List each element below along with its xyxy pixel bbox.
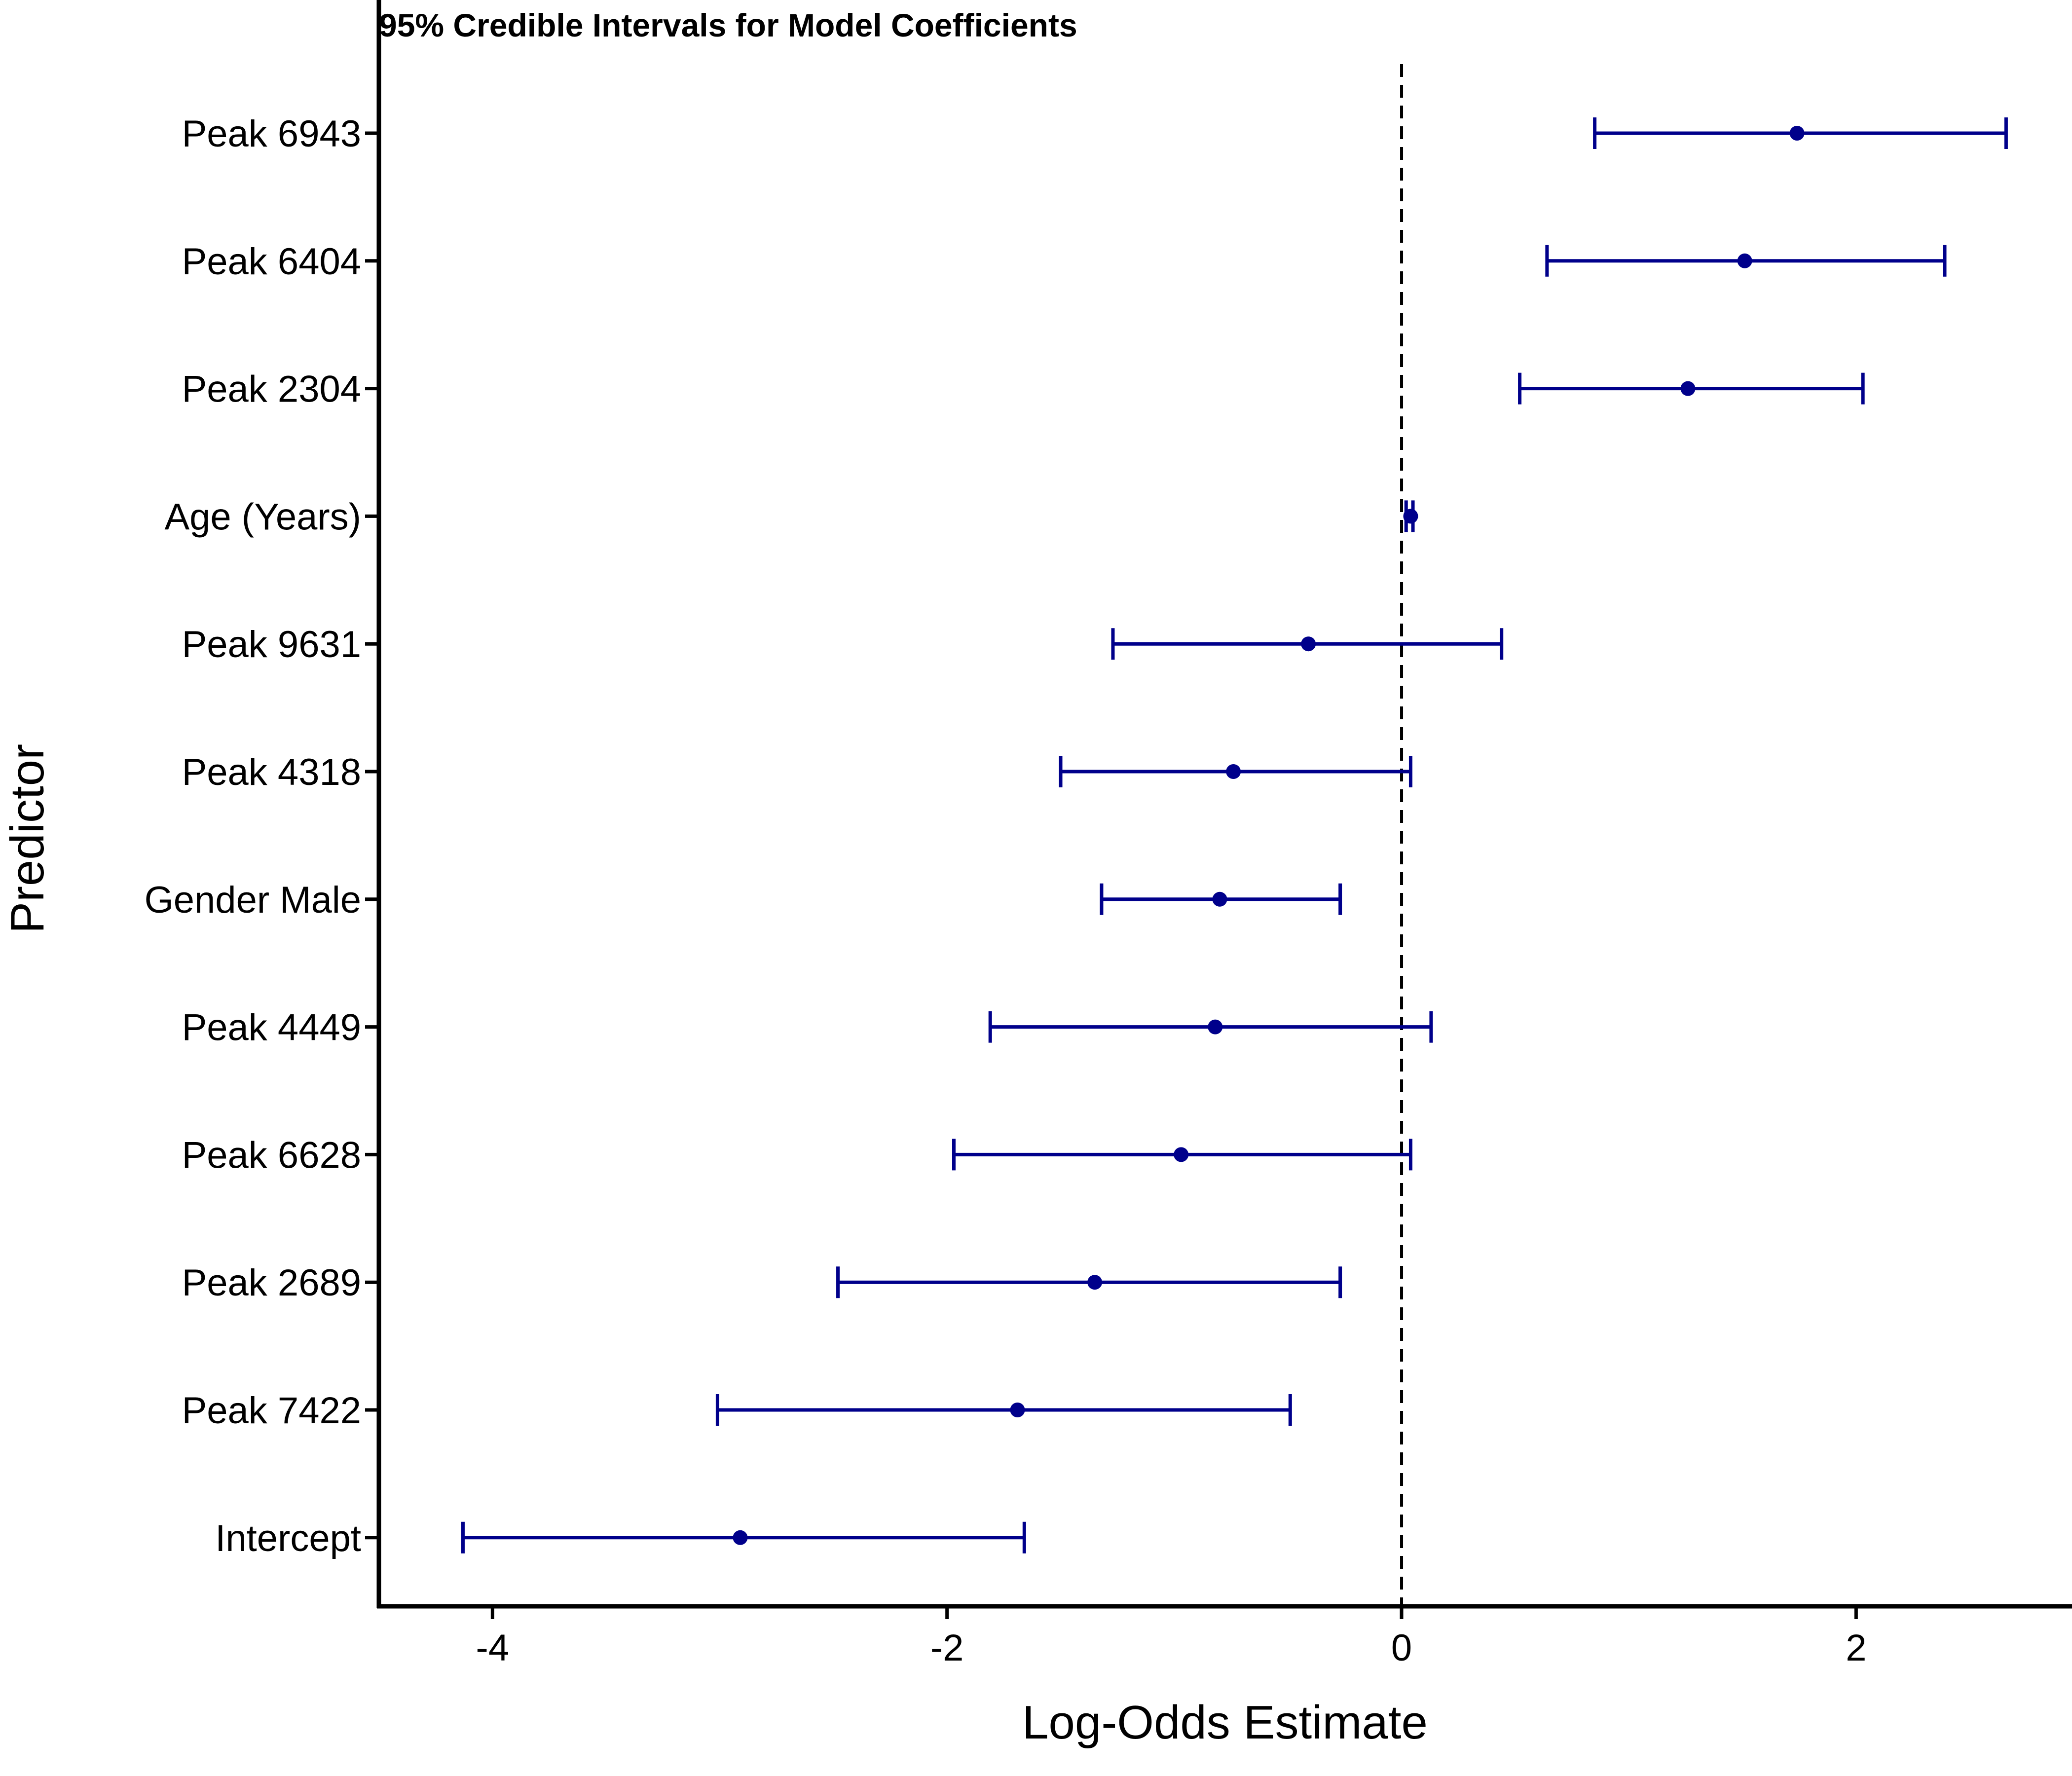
y-tick-label-peak-4449: Peak 4449 bbox=[182, 1007, 361, 1049]
estimate-point bbox=[1789, 126, 1805, 141]
estimate-point bbox=[1174, 1147, 1189, 1162]
interval-peak-6628 bbox=[952, 1139, 1412, 1171]
axes: -4 -2 0 2 Peak 6943 Peak 6404 Peak 2304 Age (Ye… bbox=[145, 0, 2072, 1669]
estimate-point bbox=[733, 1530, 748, 1545]
y-tick-label-peak-6404: Peak 6404 bbox=[182, 241, 361, 283]
interval-peak-4318 bbox=[1059, 756, 1412, 787]
x-tick-label: -2 bbox=[930, 1627, 964, 1669]
interval-peak-9631 bbox=[1111, 628, 1504, 660]
x-tick-label: -4 bbox=[476, 1627, 510, 1669]
y-tick-label-peak-4318: Peak 4318 bbox=[182, 751, 361, 793]
interval-gender-male bbox=[1100, 883, 1342, 915]
interval-series bbox=[461, 117, 2008, 1554]
estimate-point bbox=[1212, 891, 1227, 907]
estimate-point bbox=[1087, 1275, 1103, 1290]
interval-peak-2689 bbox=[836, 1266, 1342, 1298]
estimate-point bbox=[1301, 636, 1316, 652]
estimate-point bbox=[1226, 764, 1241, 779]
interval-age-years bbox=[1403, 500, 1418, 532]
x-axis-label: Log-Odds Estimate bbox=[1022, 1696, 1428, 1749]
interval-intercept bbox=[461, 1521, 1026, 1554]
y-tick-label-intercept: Intercept bbox=[215, 1517, 361, 1559]
interval-peak-4449 bbox=[988, 1011, 1433, 1043]
chart-title: 95% Credible Intervals for Model Coeffic… bbox=[379, 7, 1077, 43]
estimate-point bbox=[1737, 253, 1752, 268]
y-tick-label-peak-6943: Peak 6943 bbox=[182, 113, 361, 155]
x-tick-label: 0 bbox=[1391, 1627, 1412, 1669]
y-axis-label: Predictor bbox=[1, 744, 54, 933]
y-tick-label-peak-7422: Peak 7422 bbox=[182, 1390, 361, 1432]
y-tick-label-peak-2689: Peak 2689 bbox=[182, 1262, 361, 1304]
estimate-point bbox=[1680, 381, 1696, 396]
interval-peak-6404 bbox=[1545, 245, 1947, 277]
estimate-point bbox=[1208, 1019, 1223, 1035]
y-tick-label-gender-male: Gender Male bbox=[145, 879, 361, 921]
interval-peak-6943 bbox=[1593, 117, 2008, 149]
x-tick-label: 2 bbox=[1846, 1627, 1866, 1669]
estimate-point bbox=[1010, 1403, 1025, 1417]
y-tick-label-peak-6628: Peak 6628 bbox=[182, 1134, 361, 1176]
interval-peak-7422 bbox=[715, 1394, 1292, 1426]
y-tick-label-age-years: Age (Years) bbox=[164, 496, 361, 538]
y-tick-label-peak-9631: Peak 9631 bbox=[182, 624, 361, 666]
interval-peak-2304 bbox=[1518, 372, 1865, 405]
estimate-point bbox=[1403, 509, 1418, 524]
y-tick-label-peak-2304: Peak 2304 bbox=[182, 369, 361, 410]
